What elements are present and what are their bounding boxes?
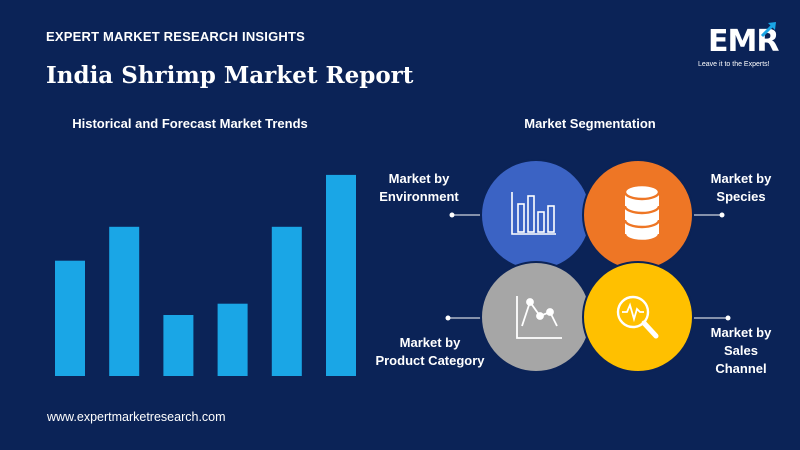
segment-label-line: Market by (710, 325, 772, 340)
segment-circle-environment (480, 159, 592, 271)
segment-label-line: Market by (399, 335, 461, 350)
chart-bar-4 (217, 303, 248, 376)
segmentation-diagram (445, 159, 731, 373)
segment-label-line: Product Category (375, 353, 485, 368)
website-link[interactable]: www.expertmarketresearch.com (47, 410, 226, 424)
segment-label-line: Channel (715, 361, 767, 376)
segment-label-line: Environment (379, 189, 459, 204)
bar-chart-icon (511, 192, 556, 235)
up-arrow-icon (760, 22, 776, 38)
page-title: India Shrimp Market Report (46, 62, 414, 89)
segment-label-species: Market by Species (696, 170, 786, 206)
chart-bar-6 (326, 174, 356, 376)
eyebrow-label: EXPERT MARKET RESEARCH INSIGHTS (46, 29, 306, 44)
trend-bar-chart (55, 174, 356, 376)
segment-label-line: Market by (388, 171, 450, 186)
connector-dot-product (445, 315, 451, 321)
segment-label-line: Species (716, 189, 766, 204)
logo-tagline: Leave it to the Experts! (698, 61, 770, 68)
segment-circle-sales (582, 261, 694, 373)
segmentation-title: Market Segmentation (524, 116, 656, 131)
chart-bar-2 (109, 226, 140, 376)
segment-label-sales-channel: Market by Sales Channel (698, 324, 784, 378)
chart-bar-5 (271, 226, 302, 376)
chart-bar-3 (163, 315, 194, 376)
connector-dot-species (719, 212, 725, 218)
chart-title: Historical and Forecast Market Trends (72, 116, 308, 131)
line-chart-icon (516, 296, 562, 339)
emr-logo: EMR Leave it to the Experts! (694, 20, 790, 80)
segment-label-line: Market by (710, 171, 772, 186)
segment-label-product-category: Market by Product Category (362, 334, 498, 370)
connector-dot-environment (449, 212, 455, 218)
segment-label-environment: Market by Environment (368, 170, 470, 206)
database-icon (623, 183, 661, 243)
magnifier-pulse-icon (616, 295, 659, 339)
connector-dot-sales (725, 315, 731, 321)
chart-bar-1 (55, 260, 85, 376)
segment-label-line: Sales (724, 343, 758, 358)
